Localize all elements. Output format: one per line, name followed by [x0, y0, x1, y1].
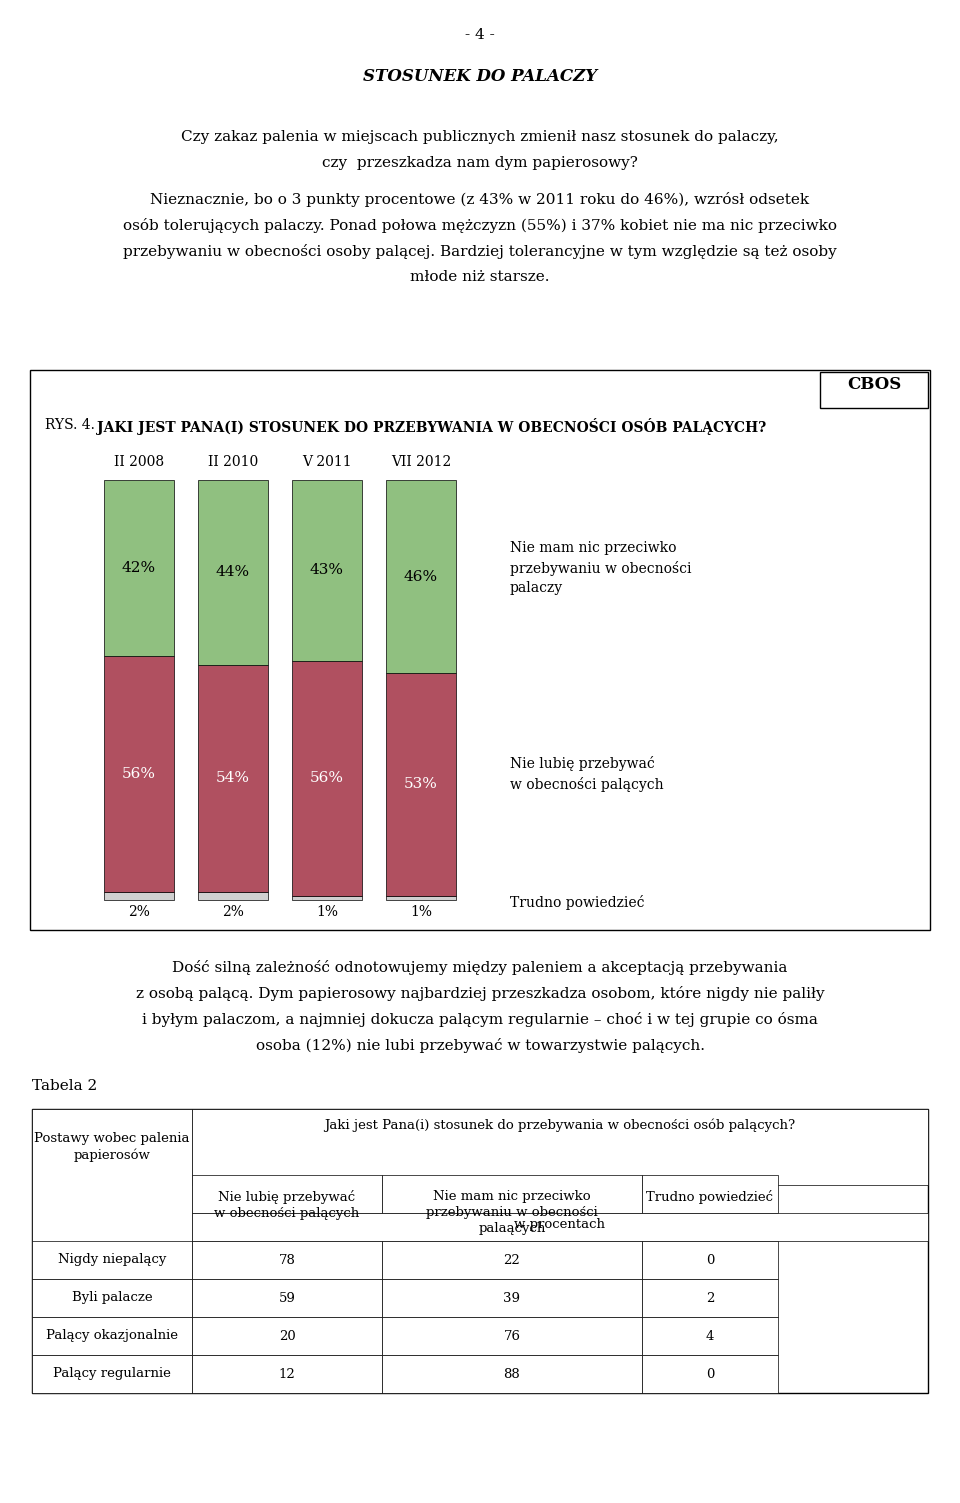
Text: 43%: 43%	[310, 564, 344, 577]
Bar	[30, 370, 930, 930]
Text: 44%: 44%	[216, 565, 250, 579]
Text: 12: 12	[278, 1368, 296, 1380]
Bar	[642, 1241, 778, 1279]
Bar	[32, 1279, 192, 1317]
Text: Trudno powiedzieć: Trudno powiedzieć	[646, 1190, 774, 1204]
Text: Dość silną zależność odnotowujemy między paleniem a akceptacją przebywania: Dość silną zależność odnotowujemy między…	[172, 960, 788, 975]
Bar	[386, 673, 456, 896]
Text: osób tolerujących palaczy. Ponad połowa mężczyzn (55%) i 37% kobiet nie ma nic p: osób tolerujących palaczy. Ponad połowa …	[123, 218, 837, 233]
Text: VII 2012: VII 2012	[391, 455, 451, 469]
Text: 46%: 46%	[404, 570, 438, 583]
Text: 20: 20	[278, 1330, 296, 1342]
Text: 53%: 53%	[404, 777, 438, 792]
Text: czy  przeszkadza nam dym papierosowy?: czy przeszkadza nam dym papierosowy?	[322, 156, 638, 170]
Text: 59: 59	[278, 1291, 296, 1305]
Bar	[382, 1175, 642, 1213]
Text: RYS. 4.: RYS. 4.	[45, 418, 95, 431]
Text: 76: 76	[503, 1330, 520, 1342]
Text: II 2010: II 2010	[208, 455, 258, 469]
Text: 88: 88	[504, 1368, 520, 1380]
Text: Palący regularnie: Palący regularnie	[53, 1368, 171, 1380]
Text: 2: 2	[706, 1291, 714, 1305]
Bar	[198, 479, 268, 664]
Text: 2%: 2%	[222, 905, 244, 918]
Text: Palący okazjonalnie: Palący okazjonalnie	[46, 1330, 178, 1342]
Text: Jaki jest Pana(i) stosunek do przebywania w obecności osób palących?: Jaki jest Pana(i) stosunek do przebywani…	[324, 1120, 796, 1132]
Text: Tabela 2: Tabela 2	[32, 1079, 97, 1093]
Text: Nieznacznie, bo o 3 punkty procentowe (z 43% w 2011 roku do 46%), wzrósł odsetek: Nieznacznie, bo o 3 punkty procentowe (z…	[151, 192, 809, 207]
Bar	[386, 479, 456, 673]
Bar	[192, 1109, 928, 1184]
Bar	[32, 1356, 192, 1393]
Text: 56%: 56%	[122, 767, 156, 782]
Bar	[642, 1279, 778, 1317]
Bar	[642, 1317, 778, 1356]
Text: 1%: 1%	[316, 905, 338, 918]
Bar	[382, 1356, 642, 1393]
Bar	[104, 479, 174, 657]
Text: Byli palacze: Byli palacze	[72, 1291, 153, 1305]
Text: Nie lubię przebywać
w obecności palących: Nie lubię przebywać w obecności palących	[510, 756, 663, 792]
Bar	[382, 1241, 642, 1279]
Text: 54%: 54%	[216, 771, 250, 785]
Text: w procentach: w procentach	[515, 1217, 606, 1231]
Bar	[382, 1279, 642, 1317]
Text: JAKI JEST PANA(I) STOSUNEK DO PRZEBYWANIA W OBECNOŚCI OSÓB PALĄCYCH?: JAKI JEST PANA(I) STOSUNEK DO PRZEBYWANI…	[97, 418, 766, 434]
Text: z osobą palącą. Dym papierosowy najbardziej przeszkadza osobom, które nigdy nie : z osobą palącą. Dym papierosowy najbardz…	[135, 986, 825, 1001]
Bar	[104, 657, 174, 891]
Text: 4: 4	[706, 1330, 714, 1342]
Bar	[192, 1241, 382, 1279]
Text: - 4 -: - 4 -	[466, 29, 494, 42]
Bar	[192, 1356, 382, 1393]
Bar	[104, 891, 174, 900]
Text: młode niż starsze.: młode niż starsze.	[410, 271, 550, 284]
Text: 1%: 1%	[410, 905, 432, 918]
Text: STOSUNEK DO PALACZY: STOSUNEK DO PALACZY	[363, 68, 597, 86]
Text: przebywaniu w obecności osoby palącej. Bardziej tolerancyjne w tym względzie są : przebywaniu w obecności osoby palącej. B…	[123, 243, 837, 259]
Text: 39: 39	[503, 1291, 520, 1305]
Text: Nie mam nic przeciwko
przebywaniu w obecności
palaących: Nie mam nic przeciwko przebywaniu w obec…	[426, 1190, 598, 1235]
Bar	[292, 479, 362, 661]
Bar	[192, 1279, 382, 1317]
Bar	[32, 1109, 192, 1393]
Bar	[32, 1317, 192, 1356]
Bar	[192, 1175, 382, 1213]
Text: 78: 78	[278, 1254, 296, 1267]
Text: Nigdy niepalący: Nigdy niepalący	[58, 1254, 166, 1267]
Text: Trudno powiedzieć: Trudno powiedzieć	[510, 894, 644, 909]
Text: 56%: 56%	[310, 771, 344, 785]
Text: 42%: 42%	[122, 561, 156, 576]
Bar	[642, 1356, 778, 1393]
Bar	[642, 1175, 778, 1213]
Bar	[192, 1213, 928, 1241]
Bar	[386, 896, 456, 900]
Text: Postawy wobec palenia
papierosów: Postawy wobec palenia papierosów	[35, 1132, 190, 1162]
Text: II 2008: II 2008	[114, 455, 164, 469]
Text: Nie lubię przebywać
w obecności palących: Nie lubię przebywać w obecności palących	[214, 1190, 360, 1220]
Bar	[32, 1241, 192, 1279]
Bar	[820, 373, 928, 407]
Text: Nie mam nic przeciwko
przebywaniu w obecności
palaczy: Nie mam nic przeciwko przebywaniu w obec…	[510, 541, 691, 595]
Text: 2%: 2%	[128, 905, 150, 918]
Text: V 2011: V 2011	[302, 455, 351, 469]
Text: 0: 0	[706, 1254, 714, 1267]
Text: Czy zakaz palenia w miejscach publicznych zmienił nasz stosunek do palaczy,: Czy zakaz palenia w miejscach publicznyc…	[181, 129, 779, 144]
Bar	[292, 896, 362, 900]
Text: i byłym palaczom, a najmniej dokucza palącym regularnie – choć i w tej grupie co: i byłym palaczom, a najmniej dokucza pal…	[142, 1012, 818, 1027]
Bar	[192, 1317, 382, 1356]
Bar	[382, 1317, 642, 1356]
Bar	[198, 664, 268, 891]
Text: 0: 0	[706, 1368, 714, 1380]
Bar	[198, 891, 268, 900]
Bar	[32, 1109, 928, 1393]
Text: osoba (12%) nie lubi przebywać w towarzystwie palących.: osoba (12%) nie lubi przebywać w towarzy…	[255, 1039, 705, 1054]
Text: 22: 22	[504, 1254, 520, 1267]
Text: CBOS: CBOS	[847, 376, 901, 392]
Bar	[292, 661, 362, 896]
